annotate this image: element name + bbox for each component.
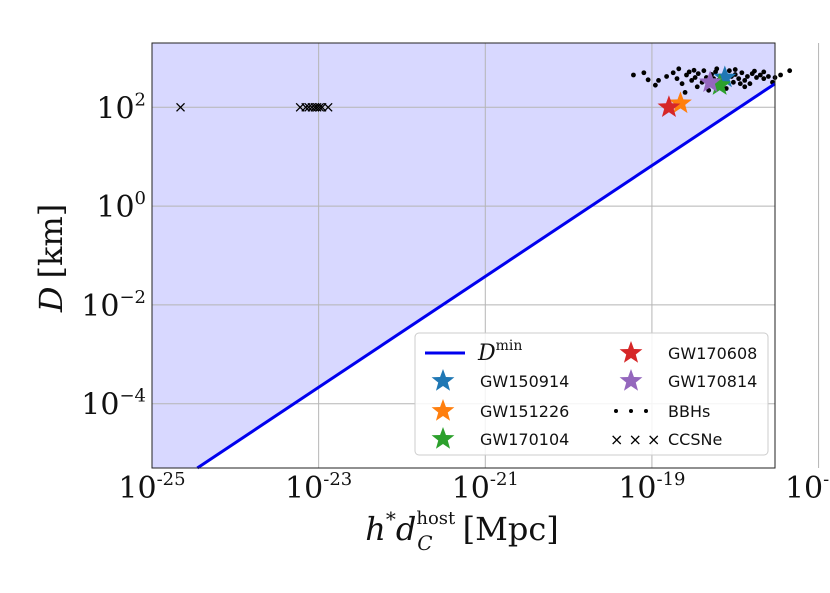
- bbh-point: [736, 76, 742, 82]
- y-axis-ticks: 102 100 10−2 10−4: [81, 89, 146, 422]
- bbh-point: [787, 68, 793, 74]
- ccsne-point: [323, 102, 333, 112]
- legend-item-ccsne: × × × CCSNe: [610, 430, 722, 449]
- bbh-point: [739, 70, 745, 76]
- y-tick-label: 10−2: [81, 287, 146, 324]
- bbh-point: [652, 82, 658, 88]
- bbh-point: [691, 67, 697, 73]
- x-tick-label: 10-21: [452, 469, 519, 506]
- legend-event-label: GW151226: [480, 402, 569, 421]
- legend-item-gw170104: GW170104: [431, 427, 569, 449]
- legend-event-label: GW170814: [668, 372, 757, 391]
- bbh-point: [641, 70, 647, 76]
- plot-frame: [151, 42, 776, 469]
- legend-dmin-label: Dmin: [477, 338, 522, 366]
- bbh-point: [714, 66, 720, 72]
- gw-event-star: [698, 70, 722, 93]
- bbh-point: [676, 66, 682, 72]
- legend-item-gw170814: GW170814: [619, 369, 757, 391]
- x-tick-label: 10-19: [618, 469, 685, 506]
- legend-item-gw150914: GW150914: [431, 369, 569, 391]
- x-axis-ticks: 10-25 10-23 10-21 10-19 10-17: [118, 469, 830, 506]
- bbh-point: [726, 68, 732, 74]
- x-axis-label: h*dhost C [Mpc]: [365, 507, 558, 555]
- bbh-point: [766, 74, 771, 79]
- bbh-point: [692, 75, 698, 80]
- legend-ccsne-swatch: × × ×: [610, 430, 660, 449]
- gw-events: [657, 65, 737, 117]
- legend-bbh-swatch-dot: [614, 409, 618, 413]
- ccsne-points: [176, 102, 333, 112]
- bbh-point: [745, 74, 750, 79]
- bbh-point: [742, 77, 748, 83]
- bbh-point: [706, 87, 712, 93]
- legend-ccsne-label: CCSNe: [668, 430, 722, 449]
- bbh-point: [631, 72, 636, 78]
- bbh-point: [689, 77, 695, 83]
- bbh-point: [757, 72, 763, 78]
- gw-event-star: [708, 73, 732, 95]
- legend-star-swatch: [619, 341, 643, 363]
- legend-item-bbh: BBHs: [614, 402, 710, 421]
- legend-star-swatch: [619, 369, 643, 391]
- bbh-point: [695, 71, 701, 77]
- gw-event-star: [713, 65, 737, 88]
- legend-event-label: GW170104: [480, 430, 569, 449]
- legend-item-gw170608: GW170608: [619, 341, 757, 363]
- bbh-point: [778, 72, 783, 78]
- bbh-point: [686, 69, 692, 75]
- dmin-shaded-region: [152, 43, 775, 468]
- bbh-point: [664, 74, 669, 79]
- legend-star-swatch: [431, 399, 455, 421]
- bbh-point: [747, 81, 753, 87]
- legend-bbh-swatch-dot: [629, 409, 633, 413]
- bbh-point: [752, 68, 757, 74]
- y-tick-label: 100: [96, 188, 146, 225]
- bbh-point: [670, 70, 676, 76]
- x-tick-label: 10-23: [285, 469, 352, 506]
- y-tick-label: 10−4: [81, 386, 146, 423]
- legend-events: GW150914 GW151226 GW170104 GW170608 GW170814: [431, 341, 757, 449]
- legend: Dmin GW150914GW151226GW170104GW170608GW1…: [414, 332, 769, 456]
- legend-box: [414, 332, 769, 456]
- legend-bbh-label: BBHs: [668, 402, 710, 421]
- bbh-point: [656, 77, 661, 83]
- ccsne-point: [315, 102, 325, 112]
- legend-star-swatch: [431, 369, 455, 391]
- gw-event-star: [657, 95, 681, 117]
- dmin-line: [196, 82, 776, 470]
- legend-event-label: GW150914: [480, 372, 569, 391]
- ccsne-point: [176, 102, 185, 112]
- legend-star-swatch: [431, 427, 455, 449]
- bbh-point: [684, 72, 689, 78]
- gw-event-star: [669, 91, 692, 114]
- legend-item-dmin: Dmin: [425, 338, 522, 366]
- bbh-point: [701, 68, 707, 74]
- x-tick-label: 10-25: [118, 469, 185, 506]
- bbh-point: [754, 75, 759, 80]
- bbh-point: [742, 84, 748, 90]
- legend-bbh-swatch-dot: [644, 409, 648, 413]
- bbh-point: [761, 69, 767, 75]
- x-tick-label: 10-17: [785, 469, 830, 506]
- bbh-point: [645, 77, 651, 83]
- bbh-point: [679, 81, 685, 87]
- legend-event-label: GW170608: [668, 344, 757, 363]
- bbh-point: [761, 76, 767, 82]
- bbh-point: [737, 81, 743, 87]
- bbh-point: [682, 90, 688, 95]
- bbh-point: [694, 84, 700, 90]
- bbh-point: [674, 76, 680, 82]
- bbh-point: [730, 79, 736, 85]
- bbh-point: [732, 67, 738, 72]
- y-axis-label: D[km]: [32, 204, 70, 313]
- plot-area: [151, 42, 820, 470]
- y-tick-label: 102: [96, 89, 146, 126]
- legend-item-gw151226: GW151226: [431, 399, 569, 421]
